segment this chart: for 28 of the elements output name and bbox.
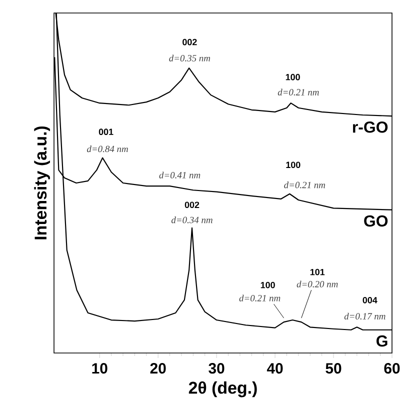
x-tick-label: 30 [208, 363, 224, 374]
x-tick-label: 60 [384, 363, 400, 374]
annotation: d=0.21 nm [284, 182, 326, 188]
x-tick-label: 20 [150, 363, 166, 374]
annotation: d=0.21 nm [278, 88, 319, 96]
annotation: d=0.35 nm [169, 54, 210, 62]
annotation: 002 [184, 202, 200, 208]
series-label: G [376, 335, 388, 347]
annotation: 101 [310, 268, 325, 276]
annotation: d=0.20 nm [296, 280, 338, 288]
series-label: GO [364, 215, 388, 227]
x-tick-label: 50 [326, 363, 342, 374]
x-tick-label: 40 [266, 363, 283, 374]
annotation: 100 [286, 74, 300, 80]
annotation: d=0.21 nm [239, 294, 280, 302]
annotation: 100 [286, 162, 300, 168]
annotation: d=0.84 nm [87, 145, 128, 152]
x-axis-title: 2θ (deg.) [188, 381, 257, 398]
annotation: d=0.34 nm [171, 216, 212, 224]
annotation: d=0.41 nm [159, 172, 200, 178]
annotation: 001 [98, 128, 114, 136]
x-tick-label: 10 [92, 363, 108, 374]
annotation: 100 [260, 282, 275, 288]
annotation: 002 [182, 38, 197, 46]
y-axis-title: Intensity (a.u.) [34, 126, 50, 240]
annotation: d=0.17 nm [344, 312, 386, 320]
series-label: r-GO [353, 122, 388, 133]
annotation: 004 [362, 296, 378, 304]
